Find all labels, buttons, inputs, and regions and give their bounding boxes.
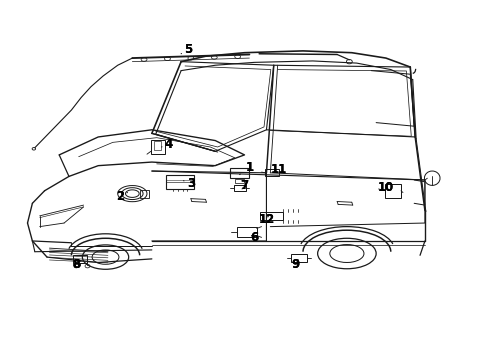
Text: 1: 1 — [239, 161, 253, 175]
Text: 12: 12 — [258, 213, 274, 226]
Text: 9: 9 — [291, 258, 299, 271]
Text: 8: 8 — [72, 258, 80, 271]
Text: 7: 7 — [240, 179, 248, 192]
Text: 5: 5 — [181, 42, 192, 55]
Text: 8: 8 — [72, 258, 80, 271]
Text: 10: 10 — [377, 181, 393, 194]
Text: 12: 12 — [258, 213, 274, 226]
Text: 11: 11 — [270, 163, 286, 176]
Text: 11: 11 — [270, 163, 286, 176]
Text: 4: 4 — [161, 138, 173, 150]
Text: 4: 4 — [164, 138, 173, 150]
Text: 6: 6 — [250, 231, 258, 244]
Text: 6: 6 — [250, 231, 258, 244]
Text: 9: 9 — [291, 258, 299, 271]
Text: 2: 2 — [116, 190, 127, 203]
Text: 2: 2 — [116, 190, 124, 203]
Text: 3: 3 — [186, 177, 195, 190]
Text: 3: 3 — [183, 177, 195, 190]
Text: 7: 7 — [240, 179, 248, 192]
Text: 1: 1 — [245, 161, 253, 174]
Text: 5: 5 — [184, 42, 192, 55]
Text: 10: 10 — [377, 181, 393, 194]
